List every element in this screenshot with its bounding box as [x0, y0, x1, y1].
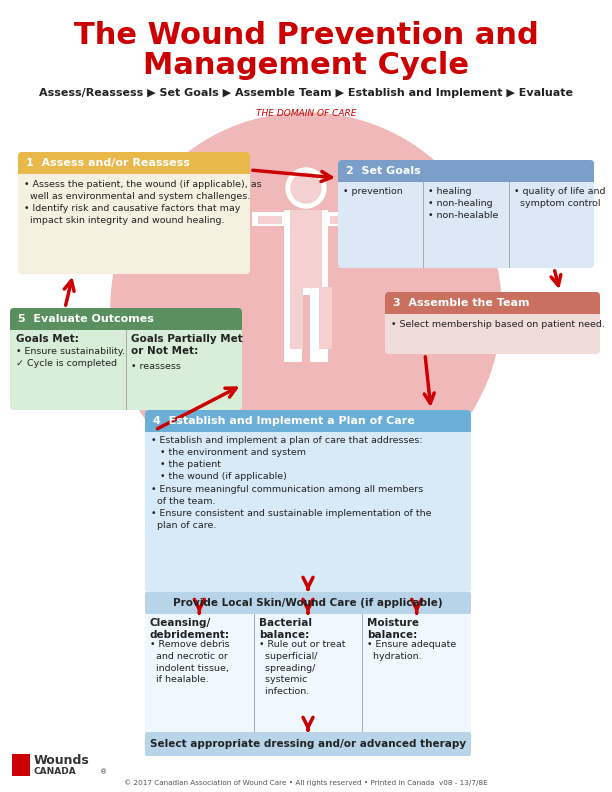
- Bar: [290, 287, 303, 349]
- Text: © 2017 Canadian Association of Wound Care • All rights reserved • Printed in Can: © 2017 Canadian Association of Wound Car…: [124, 779, 488, 786]
- Bar: [310, 294, 328, 362]
- Text: • Rule out or treat
  superficial/
  spreading/
  systemic
  infection.: • Rule out or treat superficial/ spreadi…: [259, 640, 345, 696]
- Circle shape: [286, 168, 326, 208]
- FancyBboxPatch shape: [145, 410, 471, 592]
- Bar: [145, 420, 471, 432]
- Bar: [509, 182, 510, 268]
- Text: Assess/Reassess ▶ Set Goals ▶ Assemble Team ▶ Establish and Implement ▶ Evaluate: Assess/Reassess ▶ Set Goals ▶ Assemble T…: [39, 88, 573, 98]
- Bar: [290, 210, 322, 288]
- Bar: [330, 216, 354, 224]
- Text: • Remove debris
  and necrotic or
  indolent tissue,
  if healable.: • Remove debris and necrotic or indolent…: [150, 640, 230, 684]
- Bar: [338, 170, 594, 182]
- Bar: [319, 287, 332, 349]
- FancyBboxPatch shape: [145, 732, 471, 756]
- Circle shape: [111, 113, 501, 503]
- FancyBboxPatch shape: [385, 292, 600, 354]
- Text: The Wound Prevention and: The Wound Prevention and: [73, 21, 539, 49]
- FancyBboxPatch shape: [385, 292, 600, 314]
- Bar: [258, 216, 282, 224]
- Text: • Ensure sustainability.
✓ Cycle is completed: • Ensure sustainability. ✓ Cycle is comp…: [16, 347, 125, 367]
- Bar: [12, 754, 30, 776]
- FancyBboxPatch shape: [145, 410, 471, 432]
- Text: • reassess: • reassess: [131, 362, 181, 371]
- FancyBboxPatch shape: [18, 152, 250, 274]
- Text: Moisture
balance:: Moisture balance:: [367, 618, 419, 641]
- FancyBboxPatch shape: [18, 152, 250, 174]
- Text: • Establish and implement a plan of care that addresses:
   • the environment an: • Establish and implement a plan of care…: [151, 436, 431, 530]
- Bar: [362, 614, 364, 732]
- Bar: [10, 318, 242, 330]
- Text: THE DOMAIN OF CARE: THE DOMAIN OF CARE: [256, 109, 356, 119]
- Circle shape: [291, 173, 321, 203]
- Bar: [284, 294, 302, 362]
- Text: Select appropriate dressing and/or advanced therapy: Select appropriate dressing and/or advan…: [150, 739, 466, 749]
- FancyBboxPatch shape: [145, 592, 471, 614]
- Text: 5  Evaluate Outcomes: 5 Evaluate Outcomes: [18, 314, 154, 324]
- Text: CANADA: CANADA: [34, 767, 76, 776]
- Text: Goals Met:: Goals Met:: [16, 334, 79, 344]
- Bar: [18, 162, 250, 174]
- FancyBboxPatch shape: [338, 160, 594, 182]
- Text: Cleansing/
debridement:: Cleansing/ debridement:: [150, 618, 230, 641]
- Text: Provide Local Skin/Wound Care (if applicable): Provide Local Skin/Wound Care (if applic…: [173, 598, 443, 608]
- Bar: [252, 212, 284, 226]
- Text: • quality of life and
  symptom control: • quality of life and symptom control: [513, 187, 605, 208]
- Bar: [126, 330, 127, 410]
- Text: • healing
• non-healing
• non-healable: • healing • non-healing • non-healable: [428, 187, 499, 219]
- Bar: [328, 212, 360, 226]
- Text: 1  Assess and/or Reassess: 1 Assess and/or Reassess: [26, 158, 190, 168]
- Text: 2  Set Goals: 2 Set Goals: [346, 166, 421, 176]
- Text: Goals Partially Met
or Not Met:: Goals Partially Met or Not Met:: [131, 334, 243, 356]
- Text: • Assess the patient, the wound (if applicable), as
  well as environmental and : • Assess the patient, the wound (if appl…: [24, 180, 261, 226]
- Bar: [145, 614, 471, 732]
- Text: • Select membership based on patient need.: • Select membership based on patient nee…: [391, 320, 605, 329]
- Text: • Ensure adequate
  hydration.: • Ensure adequate hydration.: [367, 640, 457, 661]
- FancyBboxPatch shape: [10, 308, 242, 410]
- Bar: [284, 210, 328, 295]
- Text: Wounds: Wounds: [34, 753, 90, 767]
- Text: • prevention: • prevention: [343, 187, 403, 196]
- FancyBboxPatch shape: [338, 160, 594, 268]
- Bar: [385, 302, 600, 314]
- FancyBboxPatch shape: [10, 308, 242, 330]
- Text: ®: ®: [100, 769, 107, 775]
- Bar: [253, 614, 255, 732]
- Text: Bacterial
balance:: Bacterial balance:: [259, 618, 312, 641]
- Text: 3  Assemble the Team: 3 Assemble the Team: [393, 298, 529, 308]
- Text: Management Cycle: Management Cycle: [143, 51, 469, 81]
- Text: 4  Establish and Implement a Plan of Care: 4 Establish and Implement a Plan of Care: [153, 416, 415, 426]
